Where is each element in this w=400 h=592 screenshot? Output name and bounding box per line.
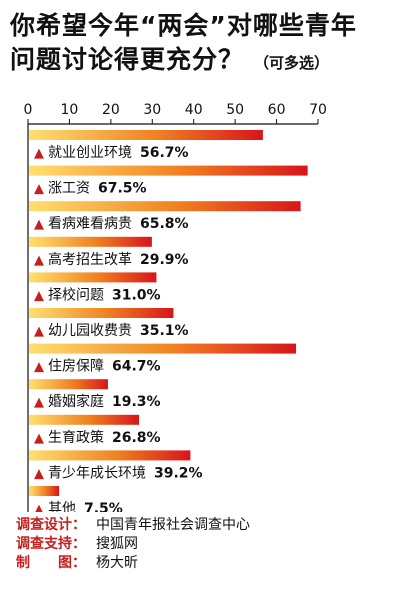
x-axis: 0 10 20 30 40 50 60 70 <box>24 102 327 512</box>
value-label: 29.9% <box>140 252 189 268</box>
chart-title-line-2: 问题讨论得更充分？ <box>10 45 245 74</box>
bar <box>29 272 157 283</box>
x-tick-label: 50 <box>226 102 244 118</box>
bar <box>29 308 174 318</box>
category-label: 幼儿园收费贵 <box>48 323 132 339</box>
value-label: 31.0% <box>112 287 161 303</box>
category-label: 其他 <box>48 501 76 512</box>
category-label: 择校问题 <box>48 286 104 303</box>
credit-graphic-label: 制 图： <box>16 555 86 571</box>
marker-icon: ▲ <box>34 502 44 512</box>
credit-design: 调查设计： 中国青年报社会调查中心 <box>16 516 250 535</box>
category-label: 婚姻家庭 <box>48 393 104 410</box>
value-label: 67.5% <box>98 181 147 197</box>
chart-title-line-1: 你希望今年“两会”对哪些青年 <box>10 11 357 40</box>
marker-icon: ▲ <box>34 253 44 268</box>
x-tick-label: 10 <box>61 102 79 118</box>
marker-icon: ▲ <box>34 146 44 161</box>
chart-title: 你希望今年“两会”对哪些青年 <box>10 10 390 42</box>
marker-icon: ▲ <box>34 360 44 375</box>
value-label: 26.8% <box>112 430 161 446</box>
credit-support-label: 调查支持： <box>16 536 86 552</box>
category-label: 涨工资 <box>48 181 90 197</box>
value-label: 7.5% <box>84 501 123 512</box>
marker-icon: ▲ <box>34 466 44 481</box>
credit-design-label: 调查设计： <box>16 517 86 533</box>
bar <box>29 236 152 247</box>
bar <box>29 450 191 461</box>
x-tick-label: 20 <box>102 102 120 118</box>
bar <box>29 130 263 140</box>
value-label: 65.8% <box>140 216 189 232</box>
credit-graphic: 制 图： 杨大昕 <box>16 554 250 573</box>
marker-icon: ▲ <box>34 395 44 410</box>
bars: ▲ 就业创业环境 56.7% ▲ 涨工资 67.5% ▲ 看病难看病贵 65.8% ▲ 高考招生改革… <box>29 130 308 512</box>
multi-select-note: （可多选） <box>254 54 330 72</box>
bar <box>29 379 108 390</box>
value-label: 64.7% <box>112 359 161 375</box>
credit-support-value: 搜狐网 <box>96 536 138 552</box>
bar-chart: 0 10 20 30 40 50 60 70 ▲ 就业创业环境 56.7% ▲ 涨工资 67.5% ▲ 看病… <box>24 102 327 512</box>
credit-design-value: 中国青年报社会调查中心 <box>96 517 250 533</box>
x-tick-label: 30 <box>143 102 161 118</box>
bar <box>29 414 140 425</box>
bar <box>29 165 308 176</box>
bar <box>29 343 297 354</box>
category-label: 就业创业环境 <box>48 145 132 161</box>
marker-icon: ▲ <box>34 182 44 197</box>
value-label: 39.2% <box>154 465 203 481</box>
marker-icon: ▲ <box>34 217 44 232</box>
value-label: 56.7% <box>140 145 189 161</box>
category-label: 住房保障 <box>48 359 104 375</box>
category-label: 生育政策 <box>48 429 104 446</box>
category-label: 看病难看病贵 <box>48 216 132 232</box>
x-tick-label: 60 <box>268 102 286 118</box>
credit-graphic-value: 杨大昕 <box>96 555 138 571</box>
bar <box>29 201 301 212</box>
marker-icon: ▲ <box>34 431 44 446</box>
marker-icon: ▲ <box>34 288 44 303</box>
value-label: 35.1% <box>140 323 189 339</box>
chart-title-2: 问题讨论得更充分？ （可多选） <box>10 44 390 79</box>
category-label: 高考招生改革 <box>48 251 132 268</box>
x-tick-label: 70 <box>309 102 327 118</box>
credit-support: 调查支持： 搜狐网 <box>16 535 250 554</box>
marker-icon: ▲ <box>34 324 44 339</box>
value-label: 19.3% <box>112 394 161 410</box>
category-label: 青少年成长环境 <box>48 465 146 481</box>
x-tick-label: 0 <box>24 102 33 118</box>
x-tick-label: 40 <box>185 102 203 118</box>
credits: 调查设计： 中国青年报社会调查中心 调查支持： 搜狐网 制 图： 杨大昕 <box>16 516 250 573</box>
bar <box>29 486 60 496</box>
